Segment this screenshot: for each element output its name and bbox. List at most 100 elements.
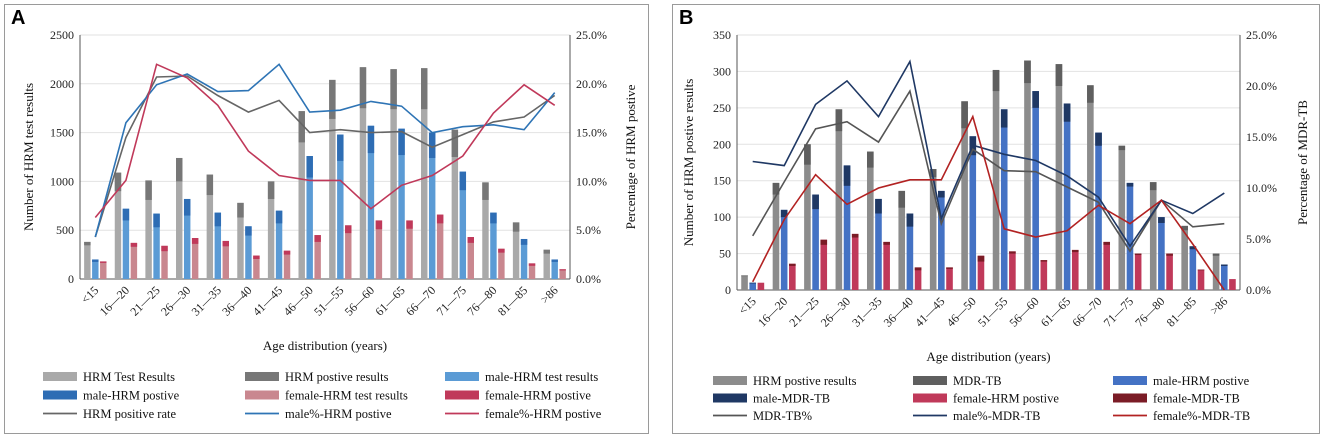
x-tick-label: 41—45 — [912, 294, 947, 329]
b-bar-female-mdr-tb — [1103, 241, 1111, 245]
x-tick-label: 21—25 — [127, 283, 162, 318]
x-tick-label: 36—40 — [219, 283, 254, 318]
b-bar-female-mdr-tb — [820, 239, 828, 245]
b-bar-female-hrm-postive — [1009, 251, 1016, 290]
a-bar-hrm-postive-results — [390, 69, 397, 110]
a-bar-hrm-test-results — [114, 172, 122, 279]
b-bar-female-mdr-tb — [1166, 253, 1173, 256]
b-bar-mdr-tb — [1149, 182, 1157, 191]
legend-swatch — [713, 393, 747, 403]
a-bar-hrm-postive-results — [237, 202, 244, 218]
b-bar-mdr-tb — [898, 190, 906, 208]
a-bar-male-hrm-test-results — [183, 198, 191, 279]
b-bar-hrm-postive-results — [961, 101, 968, 290]
b-bar-mdr-tb — [1024, 60, 1031, 84]
a-bar-male-hrm-postive — [520, 238, 528, 245]
a-bar-female-hrm-postive — [528, 263, 536, 266]
b-bar-female-hrm-postive — [851, 233, 859, 290]
b-bar-female-hrm-postive — [1103, 241, 1111, 290]
legend-swatch — [43, 390, 77, 400]
a-bar-male-hrm-postive — [214, 212, 222, 227]
b-bar-mdr-tb — [1212, 253, 1220, 256]
a-bar-male-hrm-test-results — [367, 125, 375, 279]
a-bar-hrm-test-results — [84, 241, 91, 279]
b-bar-male-mdr-tb — [1000, 109, 1008, 128]
b-bar-female-hrm-postive — [1166, 253, 1173, 290]
a-bar-male-hrm-postive — [398, 128, 405, 156]
y2-tick-label: 0.0% — [576, 272, 601, 286]
a-bar-female-hrm-postive — [375, 220, 383, 230]
legend-swatch — [245, 372, 279, 381]
x-tick-label: 61—65 — [372, 283, 407, 318]
b-bar-male-mdr-tb — [843, 165, 851, 186]
a-bar-male-hrm-postive — [490, 212, 497, 224]
b-bar-female-mdr-tb — [914, 267, 922, 271]
a-bar-female-hrm-test-results — [467, 237, 474, 279]
legend-label: HRM postive results — [285, 370, 389, 384]
b-bar-male-mdr-tb — [1189, 246, 1197, 250]
b-bar-mdr-tb — [1181, 225, 1188, 231]
x-tick-label: 36—40 — [881, 294, 916, 329]
legend-swatch — [1113, 376, 1147, 385]
a-bar-male-hrm-postive — [459, 171, 467, 191]
legend-swatch — [913, 376, 947, 385]
legend-label: male-HRM test results — [485, 370, 598, 384]
y-tick-label: 0 — [68, 272, 74, 286]
a-bar-female-hrm-test-results — [375, 220, 383, 279]
a-bar-female-hrm-postive — [314, 235, 321, 242]
b-bar-male-hrm-postive — [1189, 246, 1197, 290]
b-bar-mdr-tb — [1118, 145, 1126, 151]
chart-panel-a: A 0 500 1000 1500 2000 2500 0.0% 5.0% 10.0% 15.0%… — [4, 4, 649, 434]
a-line-male-hrm-postive — [94, 63, 556, 238]
a-bar-female-hrm-postive — [130, 242, 138, 247]
b-bar-hrm-postive-results — [898, 190, 906, 290]
legend-label: male-HRM postive — [83, 389, 180, 403]
y-tick-label: 100 — [713, 210, 731, 224]
a-bar-hrm-postive-results — [145, 180, 152, 200]
a-bar-male-hrm-test-results — [551, 259, 558, 279]
b-bar-male-mdr-tb — [1220, 264, 1228, 266]
legend-label: female-HRM postive — [485, 389, 591, 403]
a-bar-hrm-postive-results — [206, 174, 214, 196]
b-bar-female-hrm-postive — [757, 282, 765, 290]
a-bar-hrm-test-results — [359, 67, 367, 279]
y-tick-label: 150 — [713, 174, 731, 188]
x-tick-label: 66—70 — [1069, 294, 1104, 329]
b-bar-male-hrm-postive — [1032, 91, 1039, 290]
chart-a-svg: 0 500 1000 1500 2000 2500 0.0% 5.0% 10.0% 15.0% 20… — [21, 28, 638, 421]
x-tick-label: 51—55 — [975, 294, 1010, 329]
a-bar-hrm-test-results — [543, 249, 550, 279]
b-bar-female-hrm-postive — [1040, 260, 1048, 290]
legend-label: male%-HRM postive — [285, 407, 392, 421]
a-bar-male-hrm-postive — [551, 259, 558, 262]
a-bar-male-hrm-test-results — [459, 171, 467, 279]
a-bar-hrm-test-results — [206, 174, 214, 279]
a-bar-hrm-postive-results — [298, 111, 305, 143]
y-axis-title: Number of HRM test results — [21, 83, 36, 231]
y-tick-label: 250 — [713, 101, 731, 115]
b-line-female-mdr-tb — [751, 114, 1225, 291]
a-bar-hrm-postive-results — [114, 172, 122, 192]
a-bar-male-hrm-postive — [183, 198, 191, 216]
x-tick-label: 41—45 — [250, 283, 285, 318]
b-bar-female-mdr-tb — [789, 263, 796, 266]
b-bar-male-mdr-tb — [938, 190, 945, 198]
x-tick-label: 16—20 — [755, 294, 790, 329]
y2-tick-label: 5.0% — [576, 223, 601, 237]
x-tick-label: <15 — [736, 294, 759, 317]
a-bar-female-hrm-postive — [100, 261, 107, 263]
x-tick-label: 46—50 — [280, 283, 315, 318]
y-tick-label: 1000 — [50, 174, 74, 188]
b-bar-male-hrm-postive — [1063, 103, 1071, 290]
b-bar-mdr-tb — [866, 151, 874, 168]
a-bar-male-hrm-test-results — [214, 212, 222, 279]
a-bar-female-hrm-test-results — [100, 261, 107, 279]
b-bar-male-hrm-postive — [938, 190, 945, 290]
legend-swatch — [913, 393, 947, 403]
a-bar-male-hrm-postive — [275, 210, 283, 224]
b-bar-hrm-postive-results — [1181, 225, 1188, 290]
x-tick-label: 81—85 — [1164, 294, 1199, 329]
a-bar-male-hrm-test-results — [337, 134, 344, 279]
b-bar-female-hrm-postive — [1134, 253, 1142, 290]
a-bar-female-hrm-postive — [345, 225, 352, 234]
